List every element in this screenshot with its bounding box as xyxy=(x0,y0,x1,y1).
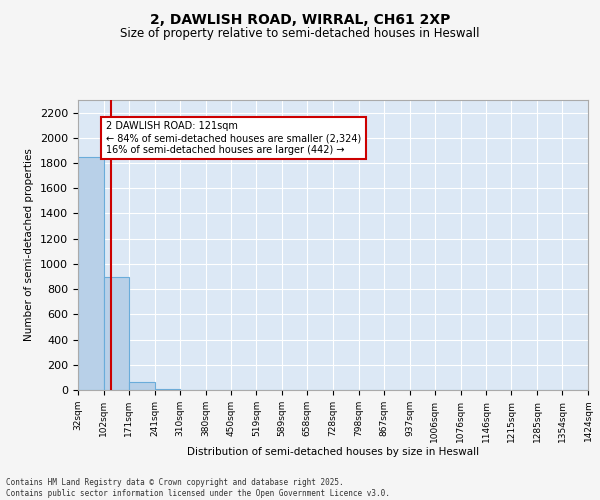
Text: 2 DAWLISH ROAD: 121sqm
← 84% of semi-detached houses are smaller (2,324)
16% of : 2 DAWLISH ROAD: 121sqm ← 84% of semi-det… xyxy=(106,122,361,154)
Bar xyxy=(78,156,104,390)
Text: Contains HM Land Registry data © Crown copyright and database right 2025.
Contai: Contains HM Land Registry data © Crown c… xyxy=(6,478,390,498)
Text: Size of property relative to semi-detached houses in Heswall: Size of property relative to semi-detach… xyxy=(120,28,480,40)
Y-axis label: Number of semi-detached properties: Number of semi-detached properties xyxy=(25,148,34,342)
Bar xyxy=(104,276,129,390)
Text: 2, DAWLISH ROAD, WIRRAL, CH61 2XP: 2, DAWLISH ROAD, WIRRAL, CH61 2XP xyxy=(150,12,450,26)
X-axis label: Distribution of semi-detached houses by size in Heswall: Distribution of semi-detached houses by … xyxy=(187,448,479,458)
Bar xyxy=(129,382,155,390)
